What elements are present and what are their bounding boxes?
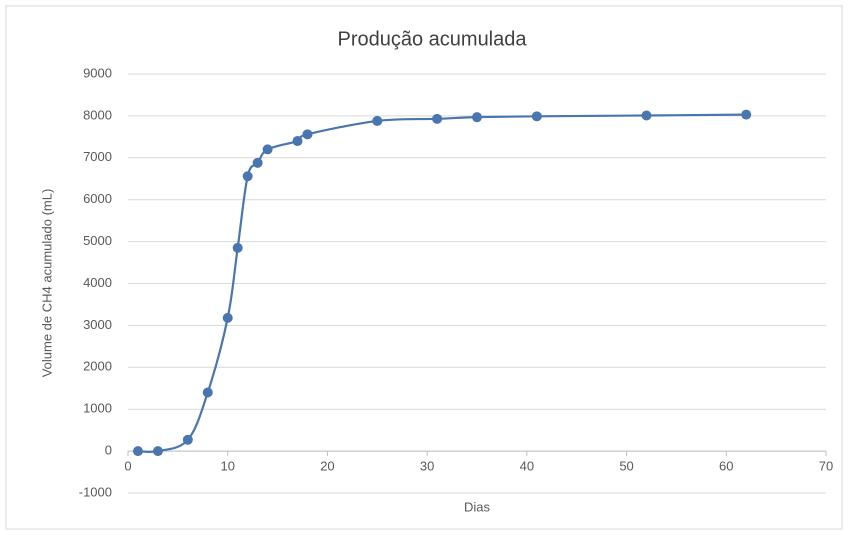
data-point bbox=[202, 387, 213, 398]
y-axis-label: Volume de CH4 acumulado (mL) bbox=[39, 189, 54, 378]
data-point bbox=[641, 110, 652, 121]
y-tick-label: 4000 bbox=[83, 275, 112, 290]
data-point bbox=[132, 446, 143, 457]
y-tick-label: 8000 bbox=[83, 107, 112, 122]
data-point bbox=[252, 157, 263, 168]
x-tick-label: 30 bbox=[420, 459, 434, 474]
data-point bbox=[182, 434, 193, 445]
chart-title: Produção acumulada bbox=[337, 28, 527, 50]
data-point bbox=[292, 136, 303, 147]
x-tick-label: 70 bbox=[819, 459, 833, 474]
y-tick-label: 5000 bbox=[83, 233, 112, 248]
y-tick-label: 0 bbox=[105, 443, 112, 458]
x-axis-label: Dias bbox=[464, 499, 491, 514]
y-tick-label: 3000 bbox=[83, 317, 112, 332]
y-tick-label: 6000 bbox=[83, 191, 112, 206]
y-tick-label: 1000 bbox=[83, 401, 112, 416]
x-tick-label: 20 bbox=[320, 459, 334, 474]
x-tick-label: 10 bbox=[220, 459, 234, 474]
x-tick-label: 40 bbox=[520, 459, 534, 474]
data-point bbox=[531, 111, 542, 122]
data-point bbox=[152, 446, 163, 457]
x-tick-label: 60 bbox=[719, 459, 733, 474]
data-point bbox=[372, 115, 383, 126]
y-tick-label: 2000 bbox=[83, 359, 112, 374]
data-point bbox=[741, 109, 752, 120]
data-point bbox=[302, 129, 313, 140]
data-point bbox=[232, 242, 243, 253]
y-tick-label: -1000 bbox=[79, 484, 112, 499]
data-point bbox=[242, 171, 253, 182]
data-point bbox=[222, 312, 233, 323]
x-tick-label: 0 bbox=[124, 459, 131, 474]
y-tick-label: 9000 bbox=[83, 65, 112, 80]
chart-border bbox=[5, 5, 843, 530]
x-tick-label: 50 bbox=[619, 459, 633, 474]
y-tick-label: 7000 bbox=[83, 149, 112, 164]
data-point bbox=[262, 144, 273, 155]
data-point bbox=[432, 113, 443, 124]
data-point bbox=[472, 112, 482, 123]
